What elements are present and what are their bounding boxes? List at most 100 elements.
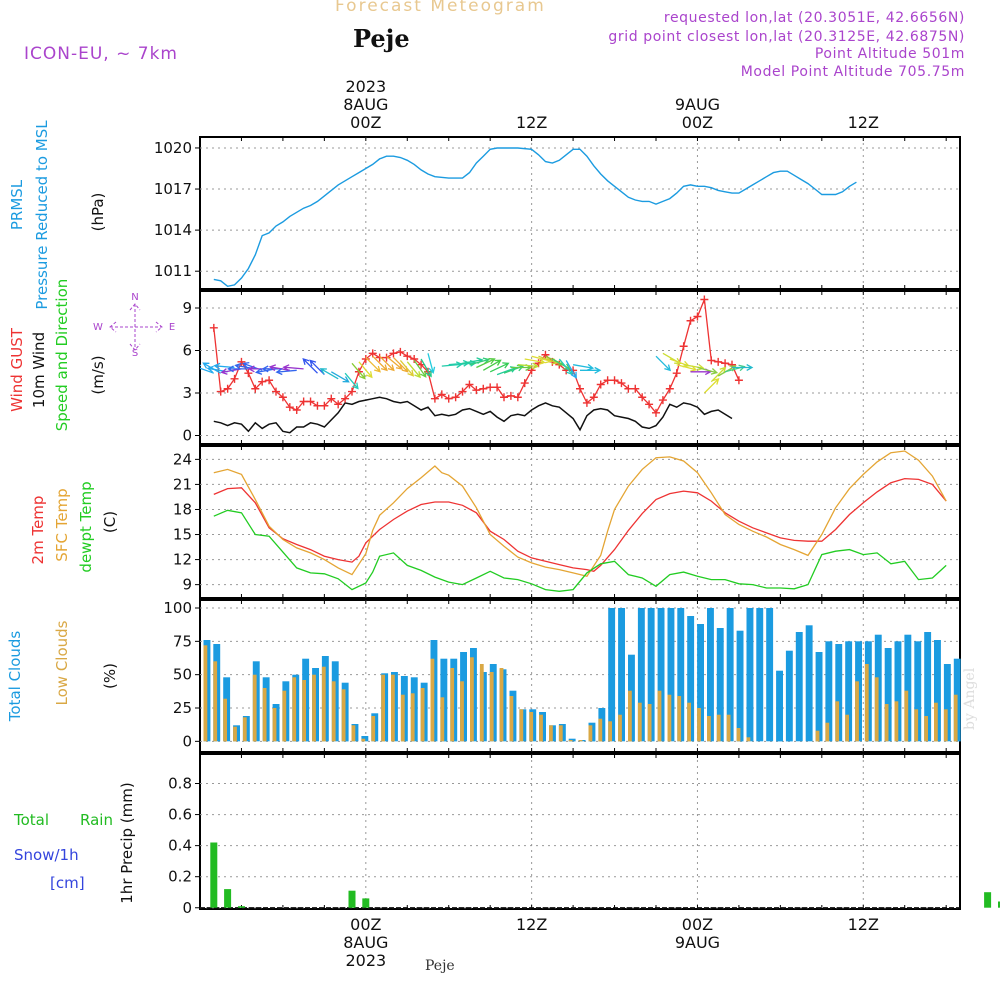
wind-arrow bbox=[565, 360, 577, 379]
wind-arrow bbox=[572, 363, 595, 371]
wind-arrow bbox=[476, 358, 496, 369]
low-cloud-bar bbox=[539, 714, 543, 742]
low-cloud-bar bbox=[588, 725, 593, 742]
total-cloud-bar bbox=[766, 608, 774, 742]
gust-marker bbox=[375, 353, 384, 362]
total-cloud-bar bbox=[934, 640, 941, 742]
ytick-label-temperature: 21 bbox=[173, 475, 192, 493]
low-cloud-bar bbox=[746, 737, 751, 742]
low-cloud-bar bbox=[637, 702, 642, 742]
top-axis-hour: 00Z bbox=[350, 113, 381, 132]
wind-arrow bbox=[358, 361, 373, 379]
total-cloud-bar bbox=[707, 608, 714, 742]
gust-marker bbox=[707, 356, 716, 365]
footer-location: Peje bbox=[425, 958, 455, 974]
wind-arrow bbox=[503, 364, 525, 374]
low-cloud-bar bbox=[558, 725, 563, 742]
gust-marker bbox=[278, 393, 287, 402]
ytick-label-precip: 0.2 bbox=[168, 868, 192, 886]
total-cloud-bar bbox=[776, 670, 783, 742]
gust-marker bbox=[638, 393, 647, 402]
wind-arrow bbox=[282, 364, 304, 372]
gust-marker bbox=[493, 383, 502, 392]
gust-marker bbox=[631, 384, 640, 393]
bottom-axis-hour: 00Z bbox=[682, 915, 713, 934]
total-cloud-bar bbox=[825, 641, 833, 742]
total-cloud-bar bbox=[914, 641, 922, 742]
low-cloud-bar bbox=[934, 702, 938, 742]
gust-marker bbox=[541, 350, 550, 359]
label-total: Total bbox=[13, 811, 49, 829]
low-cloud-bar bbox=[529, 712, 534, 742]
wind-arrow bbox=[732, 364, 754, 371]
top-axis-hour: 12Z bbox=[516, 113, 547, 132]
model-label: ICON-EU, ~ 7km bbox=[24, 44, 178, 64]
ytick-label-pressure: 1014 bbox=[154, 221, 192, 239]
gust-marker bbox=[361, 355, 370, 363]
low-cloud-bar bbox=[242, 717, 247, 742]
gust-marker bbox=[216, 387, 225, 396]
wind-arrow bbox=[365, 357, 381, 373]
gust-marker bbox=[714, 357, 723, 366]
ytick-label-pressure: 1017 bbox=[154, 180, 192, 198]
ytick-label-clouds: 100 bbox=[163, 599, 192, 617]
bottom-axis-hour: 00Z bbox=[350, 915, 381, 934]
label-cm: [cm] bbox=[50, 874, 85, 892]
ytick-label-temperature: 15 bbox=[173, 526, 192, 544]
label-pressure-msl: Pressure Reduced to MSL bbox=[33, 120, 51, 310]
panel-frame-wind bbox=[199, 290, 961, 445]
label-wind-gust: Wind GUST bbox=[8, 327, 26, 412]
low-cloud-bar bbox=[203, 645, 208, 742]
chart-title: Forecast Meteogram bbox=[335, 0, 546, 16]
wind-arrow bbox=[482, 359, 502, 371]
wind-arrow bbox=[319, 368, 339, 380]
low-cloud-bar bbox=[292, 677, 297, 742]
low-cloud-bar bbox=[628, 690, 632, 742]
gust-marker bbox=[341, 394, 350, 403]
gust-marker bbox=[596, 380, 605, 389]
panel-frame-temperature bbox=[199, 445, 961, 599]
low-cloud-bar bbox=[914, 709, 919, 742]
gust-marker bbox=[693, 312, 702, 321]
bottom-axis-date: 8AUG bbox=[343, 933, 388, 952]
low-cloud-bar bbox=[687, 702, 691, 742]
total-cloud-bar bbox=[736, 630, 744, 742]
wind-arrow bbox=[393, 357, 409, 373]
gust-marker bbox=[652, 408, 660, 417]
low-cloud-bar bbox=[381, 674, 385, 742]
rain-bar bbox=[362, 898, 370, 908]
wind-arrow bbox=[697, 366, 719, 375]
gust-marker bbox=[444, 394, 453, 403]
wind-arrow bbox=[399, 359, 415, 377]
gust-marker bbox=[320, 401, 329, 410]
wind-arrow bbox=[580, 366, 602, 374]
wind-arrow bbox=[710, 366, 727, 383]
gust-marker bbox=[410, 355, 419, 363]
label-2m-temp: 2m Temp bbox=[29, 496, 47, 565]
low-cloud-bar bbox=[697, 708, 701, 742]
temp-2m-line bbox=[213, 477, 947, 573]
label-low-clouds: Low Clouds bbox=[53, 620, 71, 705]
low-cloud-bar bbox=[835, 701, 840, 742]
low-cloud-bar bbox=[233, 726, 237, 742]
gust-marker bbox=[313, 401, 322, 410]
gust-marker bbox=[272, 387, 280, 396]
wind-arrow bbox=[420, 358, 432, 378]
gust-marker bbox=[603, 376, 612, 385]
gust-marker bbox=[486, 383, 495, 392]
low-cloud-bar bbox=[223, 698, 227, 742]
wind-arrow bbox=[372, 355, 388, 372]
low-cloud-bar bbox=[815, 730, 820, 742]
gust-marker bbox=[513, 393, 522, 402]
low-cloud-bar bbox=[707, 716, 711, 742]
total-cloud-bar bbox=[361, 736, 369, 742]
gust-marker bbox=[679, 342, 688, 351]
ytick-label-precip: 0.6 bbox=[168, 806, 192, 824]
wind-arrow bbox=[655, 355, 672, 372]
gust-marker bbox=[230, 374, 239, 383]
total-cloud-bar bbox=[746, 608, 754, 742]
low-cloud-bar bbox=[430, 658, 435, 742]
label-10m-wind: 10m Wind bbox=[30, 332, 48, 408]
